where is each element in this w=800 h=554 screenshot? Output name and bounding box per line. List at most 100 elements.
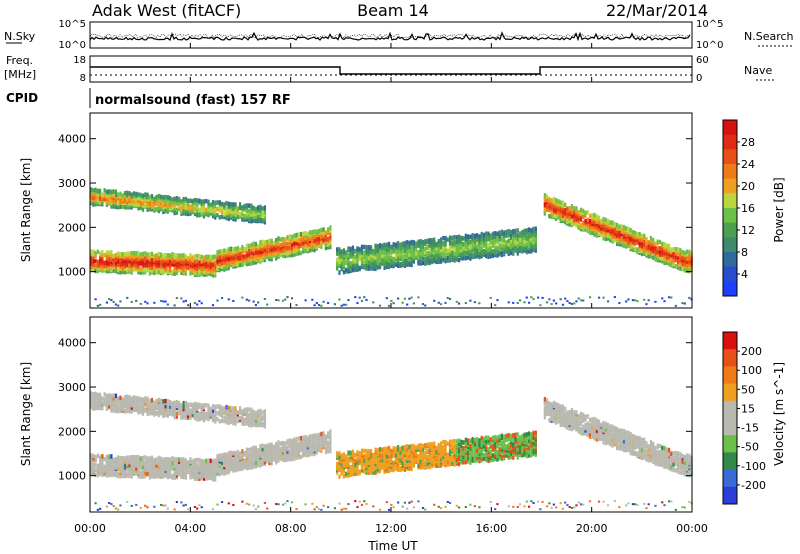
power-cell [248,251,251,257]
power-cell [288,238,291,244]
power-cell [439,237,443,242]
power-cell [304,299,307,302]
velocity-cell [381,457,384,463]
power-cell [564,297,567,300]
velocity-cell [99,397,102,403]
velocity-cell [155,457,158,462]
velocity-cell [184,472,188,477]
power-cell [126,262,129,267]
velocity-data-cells [90,391,693,511]
velocity-cell [220,413,224,419]
velocity-cell [220,418,224,424]
velocity-cell [419,465,422,470]
power-cell [369,245,373,250]
power-cell [250,261,253,266]
velocity-cell [132,469,136,475]
velocity-cell [250,451,253,456]
velocity-cell [236,459,239,465]
power-cell [480,234,483,240]
power-cell [112,300,115,303]
power-cell [121,252,124,257]
power-cell [295,304,298,307]
power-cell [647,245,650,250]
power-cell [464,233,467,239]
velocity-cell [178,457,181,462]
velocity-cell [155,398,158,404]
velocity-cell [241,419,244,424]
power-cell [126,190,129,196]
power-cell [202,272,206,277]
power-cell [656,255,659,261]
power-cell [306,231,309,237]
velocity-cell [238,466,242,472]
velocity-cell [257,448,260,453]
power-cell [507,238,510,244]
power-cell [613,228,616,234]
power-cell [471,237,474,242]
velocity-cell [421,443,425,449]
power-cell [94,250,97,256]
power-cell [135,262,138,267]
power-cell [184,271,188,276]
power-cell [588,213,592,219]
velocity-cell [139,456,142,461]
velocity-cell [293,450,296,455]
power-cell [555,208,558,214]
velocity-cell [119,401,122,406]
velocity-cell [180,413,183,419]
velocity-cell [232,454,235,460]
power-cell [489,296,492,299]
velocity-cell [92,396,95,402]
power-cell [534,242,537,248]
power-cell [634,237,637,243]
velocity-cell [397,447,400,452]
velocity-cell [241,464,244,470]
power-cell [200,209,203,214]
velocity-cell [220,453,224,458]
velocity-cell [318,432,321,438]
power-cell [374,262,377,267]
power-cell [105,261,109,266]
power-cell [473,242,476,248]
power-cell [162,258,165,264]
velocity-cell [347,503,350,506]
power-cell [117,200,120,206]
power-cell [141,251,145,257]
power-cell [119,270,122,275]
velocity-cell [390,467,393,473]
power-cell [144,198,147,204]
power-cell [649,235,653,241]
velocity-cell [383,446,386,452]
velocity-cell [187,460,190,465]
power-cell [193,200,197,205]
velocity-cell [275,441,278,447]
velocity-cell [245,418,248,423]
power-cell [496,299,499,302]
power-cell [225,208,228,213]
power-cell [381,257,384,263]
power-cell [261,242,264,248]
velocity-cell [99,507,102,510]
power-cell [394,248,397,254]
velocity-cell [376,448,379,453]
velocity-cell [378,453,382,458]
power-cell [543,193,546,198]
power-cell [139,192,142,198]
velocity-cell [110,459,113,464]
power-cell [550,203,553,208]
power-cell [284,298,287,301]
power-cell [516,301,519,304]
velocity-cell [162,462,165,468]
power-cell [302,246,305,252]
power-cell [424,249,427,254]
power-cell [430,240,434,246]
velocity-cell [378,508,382,511]
velocity-cell [146,396,149,402]
power-cell [471,244,474,249]
velocity-cell [390,453,393,459]
velocity-cell [157,401,160,407]
velocity-cell [248,455,251,461]
velocity-cell [399,460,402,465]
power-cell [123,266,127,271]
power-cell [139,205,142,211]
